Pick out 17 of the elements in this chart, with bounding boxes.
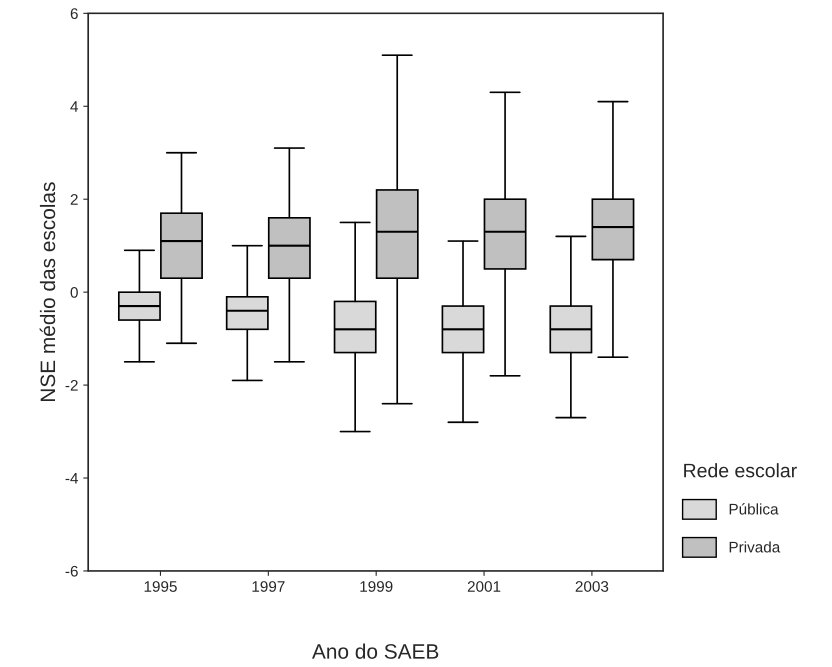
legend-label: Privada [730, 541, 780, 553]
x-tick-label: 1999 [360, 581, 392, 592]
y-tick-label: 6 [70, 8, 78, 20]
legend-label: Pública [730, 503, 779, 515]
x-axis-title: Ano do SAEB [312, 644, 438, 659]
y-tick-label: 0 [70, 287, 78, 298]
x-tick-label: 2003 [576, 581, 608, 592]
y-tick-label: -2 [66, 380, 78, 391]
x-tick-label: 1997 [252, 581, 285, 592]
y-tick-label: -6 [66, 566, 78, 577]
y-axis-title: NSE médio das escolas [40, 182, 56, 402]
y-tick-label: 4 [70, 101, 78, 112]
y-tick-label: -4 [66, 473, 78, 484]
x-tick-label: 1995 [144, 581, 177, 592]
legend-title: Rede escolar [684, 463, 797, 478]
x-tick-label: 2001 [468, 581, 500, 592]
y-tick-label: 2 [70, 194, 78, 205]
